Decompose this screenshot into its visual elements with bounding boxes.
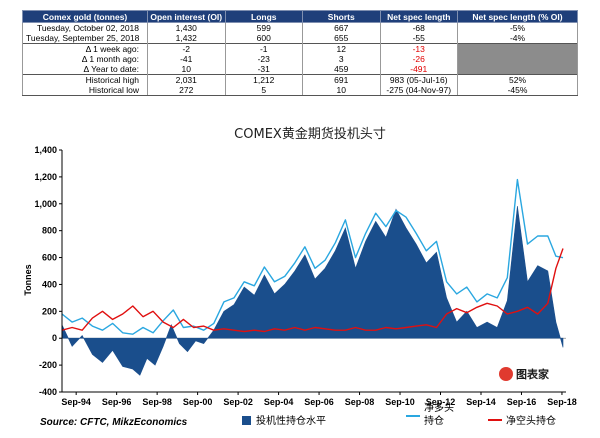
table-cell: 600 xyxy=(224,33,303,44)
row-label: Δ Year to date: xyxy=(22,64,148,75)
table-cell xyxy=(457,43,578,54)
x-tick-label: Sep-10 xyxy=(385,397,415,407)
legend-label: 持仓 xyxy=(424,414,444,427)
table-row: Historical high 2,031 1,212 691 983 (05-Jul-… xyxy=(22,74,578,85)
row-label: Historical high xyxy=(22,74,148,85)
table-cell: -41 xyxy=(147,54,226,64)
stats-table: Comex gold (tonnes) Open interest (OI) L… xyxy=(22,10,578,96)
legend-label: 净空头持仓 xyxy=(506,414,556,427)
table-cell: -5% xyxy=(457,22,578,33)
table-cell: -13 xyxy=(379,43,458,54)
gold-position-chart: COMEX黄金期货投机头寸 -400 -200 0 200 400 600 800 1,000… xyxy=(23,126,577,428)
x-tick-label: Sep-12 xyxy=(426,397,456,407)
table-cell: 1,432 xyxy=(147,33,226,44)
series-line-net-short xyxy=(61,248,564,333)
x-tick-label: Sep-18 xyxy=(547,397,577,407)
table-cell: 3 xyxy=(302,54,381,64)
table-body: Tuesday, October 02, 2018 1,430 599 667 -68-… xyxy=(22,22,578,96)
logo: 图表家 xyxy=(499,367,550,381)
legend-label: 投机性持仓水平 xyxy=(256,414,326,427)
source-note: Source: CFTC, MikzEconomics xyxy=(40,417,188,428)
x-tick-label: Sep-04 xyxy=(264,397,294,407)
row-label: Tuesday, October 02, 2018 xyxy=(22,22,148,33)
header-cell: Open interest (OI) xyxy=(147,10,226,23)
y-tick-label: 1,200 xyxy=(34,172,57,182)
table-cell: 655 xyxy=(302,33,381,44)
table-cell xyxy=(457,54,578,64)
x-tick-label: Sep-06 xyxy=(304,397,334,407)
header-cell: Shorts xyxy=(302,10,381,23)
y-tick-label: 200 xyxy=(42,306,57,316)
row-label: Δ 1 week ago: xyxy=(22,43,148,54)
table-row: Δ 1 week ago: -2 -1 12 -13 xyxy=(22,43,578,54)
y-tick-label: 1,400 xyxy=(34,145,57,155)
table-cell: 52% xyxy=(457,74,578,85)
table-header-row: Comex gold (tonnes) Open interest (OI) L… xyxy=(22,10,578,23)
x-tick-label: Sep-94 xyxy=(61,397,91,407)
chart-title: COMEX黄金期货投机头寸 xyxy=(234,126,386,142)
table-cell: -2 xyxy=(147,43,226,54)
table-row: Δ Year to date: 10 -31 459 -491 xyxy=(22,64,578,75)
y-tick-label: 1,000 xyxy=(34,199,57,209)
table-cell: -4% xyxy=(457,33,578,44)
table-cell: -1 xyxy=(224,43,303,54)
x-tick-label: Sep-02 xyxy=(223,397,253,407)
table-cell: 599 xyxy=(224,22,303,33)
table-cell: 12 xyxy=(302,43,381,54)
x-tick-label: Sep-96 xyxy=(102,397,132,407)
y-tick-label: 600 xyxy=(42,253,57,263)
table-cell xyxy=(457,64,578,75)
x-tick-label: Sep-14 xyxy=(466,397,496,407)
logo-icon xyxy=(499,367,513,381)
table-row: Tuesday, October 02, 2018 1,430 599 667 -68-… xyxy=(22,22,578,33)
y-tick-label: 0 xyxy=(52,333,57,343)
table-cell: 691 xyxy=(302,74,381,85)
series-area-speculative-position xyxy=(61,206,564,376)
logo-text: 图表家 xyxy=(516,367,550,381)
table-cell: -31 xyxy=(224,64,303,75)
plot-area: -400 -200 0 200 400 600 800 1,000 1,200 1,400 Sep-… xyxy=(34,145,576,407)
table-cell: -45% xyxy=(457,85,578,96)
header-cell: Net spec length xyxy=(379,10,458,23)
table-cell: -55 xyxy=(379,33,458,44)
table-cell: 459 xyxy=(302,64,381,75)
legend-label: 净多头 xyxy=(424,401,454,414)
table-row: Δ 1 month ago: -41 -23 3 -26 xyxy=(22,54,578,64)
table-cell: -68 xyxy=(379,22,458,33)
table-row: Tuesday, September 25, 2018 1,432 600 655 -5… xyxy=(22,33,578,44)
table-cell: 1,430 xyxy=(147,22,226,33)
series-line-net-long xyxy=(61,178,564,335)
table-cell: 10 xyxy=(147,64,226,75)
table-cell: 1,212 xyxy=(224,74,303,85)
y-axis-label: Tonnes xyxy=(23,264,33,295)
table-cell: -491 xyxy=(379,64,458,75)
table-row: Historical low 272 5 10 -275 (04-Nov-97) -45% xyxy=(22,85,578,96)
header-cell: Longs xyxy=(224,10,303,23)
table-cell: 272 xyxy=(147,85,226,96)
table-cell: -26 xyxy=(379,54,458,64)
x-tick-label: Sep-08 xyxy=(345,397,375,407)
y-tick-label: -200 xyxy=(39,360,57,370)
row-label: Historical low xyxy=(22,85,148,96)
x-tick-label: Sep-98 xyxy=(142,397,172,407)
table-cell: -23 xyxy=(224,54,303,64)
table-cell: 667 xyxy=(302,22,381,33)
y-tick-label: -400 xyxy=(39,387,57,397)
x-tick-label: Sep-16 xyxy=(507,397,537,407)
header-cell: Net spec length (% OI) xyxy=(457,10,578,23)
legend-swatch-area xyxy=(242,416,251,425)
x-tick-label: Sep-00 xyxy=(183,397,213,407)
table-cell: 10 xyxy=(302,85,381,96)
table-cell: -275 (04-Nov-97) xyxy=(379,85,458,96)
row-label: Δ 1 month ago: xyxy=(22,54,148,64)
table-cell: 5 xyxy=(224,85,303,96)
row-label: Tuesday, September 25, 2018 xyxy=(22,33,148,44)
table-cell: 983 (05-Jul-16) xyxy=(379,74,458,85)
header-cell: Comex gold (tonnes) xyxy=(22,10,148,23)
table-cell: 2,031 xyxy=(147,74,226,85)
y-tick-label: 400 xyxy=(42,279,57,289)
y-tick-label: 800 xyxy=(42,226,57,236)
